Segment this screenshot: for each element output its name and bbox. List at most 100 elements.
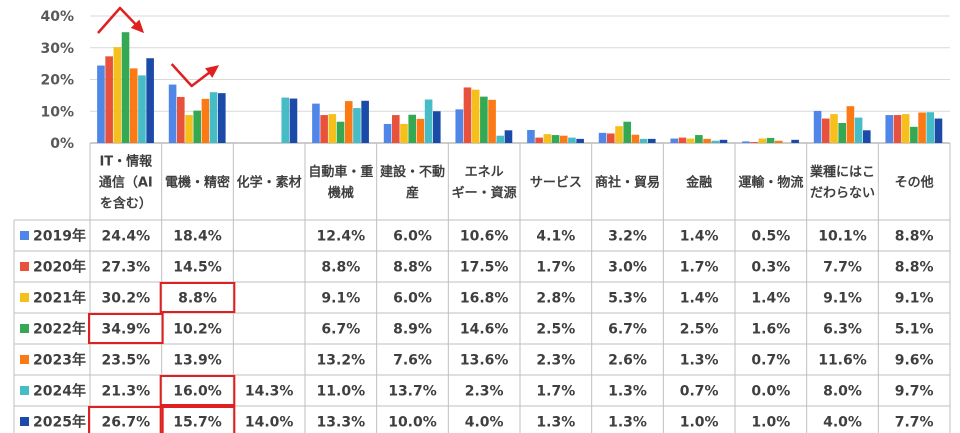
bar	[209, 92, 218, 143]
bar	[527, 129, 535, 143]
data-value-label: 14.3%	[245, 384, 294, 400]
bar	[281, 97, 290, 143]
data-value-label: 8.8%	[895, 229, 934, 245]
bar	[113, 47, 122, 143]
bar	[488, 99, 496, 143]
data-value-label: 2.3%	[536, 353, 575, 369]
y-tick-label: 10%	[40, 104, 74, 120]
data-value-label: 1.0%	[751, 415, 790, 431]
legend-swatch	[20, 324, 29, 333]
data-value-label: 18.4%	[173, 229, 222, 245]
trend-arrow	[170, 63, 218, 88]
bar	[543, 134, 552, 143]
data-value-label: 10.6%	[460, 229, 509, 245]
data-value-label: 9.7%	[895, 384, 934, 400]
bar	[97, 65, 105, 143]
data-value-label: 1.4%	[680, 291, 719, 307]
bar	[168, 84, 177, 143]
data-value-label: 0.7%	[751, 353, 790, 369]
category-label: IT・情報通信（AI を含む）	[99, 154, 153, 212]
highlight-box	[88, 406, 164, 433]
category-label: 建設・不動産	[380, 164, 445, 201]
data-value-label: 14.5%	[173, 260, 222, 276]
bar	[185, 115, 193, 143]
bar	[598, 132, 607, 143]
bar	[750, 142, 758, 143]
legend-swatch	[20, 231, 29, 240]
data-value-label: 13.2%	[317, 353, 366, 369]
bar	[926, 112, 935, 143]
bar	[480, 96, 488, 143]
legend-swatch	[20, 262, 29, 271]
bars	[97, 32, 943, 144]
data-value-label: 16.0%	[173, 384, 222, 400]
data-value-label: 11.6%	[818, 353, 867, 369]
bar	[901, 114, 910, 143]
highlight-box	[159, 282, 236, 313]
y-tick-label: 20%	[40, 73, 74, 89]
data-value-label: 26.7%	[102, 415, 151, 431]
data-value-label: 9.1%	[321, 291, 360, 307]
bar	[863, 130, 871, 143]
data-value-label: 14.6%	[460, 322, 509, 338]
data-value-label: 1.7%	[536, 260, 575, 276]
bar	[846, 106, 855, 143]
bar	[742, 141, 750, 143]
bar	[392, 115, 400, 143]
data-value-label: 1.6%	[751, 322, 790, 338]
category-label: サービス	[530, 175, 582, 191]
bar	[471, 89, 480, 143]
bar	[623, 121, 631, 143]
data-value-label: 2.3%	[465, 384, 504, 400]
data-value-label: 9.1%	[823, 291, 862, 307]
y-tick-label: 40%	[40, 9, 74, 25]
bar	[703, 138, 711, 143]
bar	[201, 98, 210, 143]
data-value-label: 4.1%	[536, 229, 575, 245]
legend-swatch	[20, 293, 29, 302]
bar	[758, 138, 767, 143]
bar	[719, 139, 728, 143]
bar	[416, 118, 425, 143]
bar	[766, 137, 775, 143]
data-value-label: 5.3%	[608, 291, 647, 307]
bar	[711, 140, 720, 143]
data-value-label: 15.7%	[173, 415, 222, 431]
legend-swatch	[20, 355, 29, 364]
series-name: 2023年	[33, 352, 86, 369]
legend-swatch	[20, 417, 29, 426]
data-value-label: 6.7%	[321, 322, 360, 338]
data-value-label: 24.4%	[102, 229, 151, 245]
series-name: 2019年	[33, 228, 86, 245]
data-value-label: 8.8%	[895, 260, 934, 276]
data-value-label: 9.6%	[895, 353, 934, 369]
bar	[885, 115, 894, 143]
y-axis-tick-labels: 40% 30% 20% 10% 0%	[40, 9, 74, 152]
trend-arrow	[97, 6, 143, 34]
data-value-label: 1.0%	[680, 415, 719, 431]
data-value-label: 2.8%	[536, 291, 575, 307]
bar	[535, 137, 543, 143]
data-value-label: 1.4%	[680, 229, 719, 245]
data-value-label: 11.0%	[317, 384, 366, 400]
bar	[559, 135, 568, 143]
bar	[129, 68, 138, 143]
series-name: 2020年	[33, 259, 86, 276]
y-tick-label: 0%	[50, 136, 74, 152]
bar	[670, 138, 679, 143]
data-value-label: 7.6%	[393, 353, 432, 369]
data-value-label: 2.5%	[536, 322, 575, 338]
bar	[551, 135, 560, 143]
data-value-label: 14.0%	[245, 415, 294, 431]
trend-arrows	[97, 6, 220, 88]
bar	[791, 139, 799, 143]
bar	[838, 122, 846, 143]
data-value-label: 0.7%	[680, 384, 719, 400]
data-value-label: 2.6%	[608, 353, 647, 369]
trend-arrow-head	[130, 19, 145, 34]
bar	[336, 121, 345, 143]
data-value-label: 7.7%	[823, 260, 862, 276]
bar	[455, 109, 464, 143]
bar	[639, 138, 648, 143]
